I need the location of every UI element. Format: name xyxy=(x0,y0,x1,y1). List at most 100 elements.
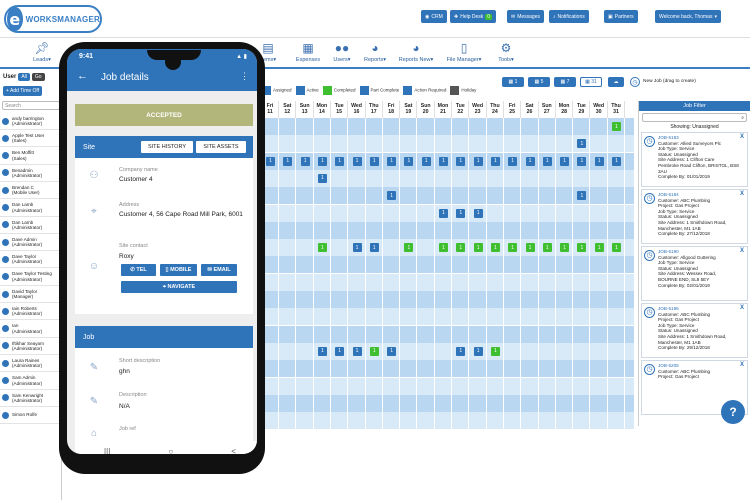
calendar-cell[interactable] xyxy=(331,204,349,222)
calendar-cell[interactable] xyxy=(608,325,625,343)
user-row[interactable]: Dave Taylor Testing (Administrator) xyxy=(0,269,61,286)
home-icon[interactable]: ○ xyxy=(168,446,174,455)
job-marker[interactable]: 1 xyxy=(439,156,448,166)
job-marker[interactable]: 1 xyxy=(369,156,379,166)
user-row[interactable]: Apple Test User (Sales) xyxy=(0,130,61,148)
calendar-cell[interactable] xyxy=(452,204,470,222)
calendar-cell[interactable] xyxy=(591,256,608,274)
calendar-cell[interactable] xyxy=(297,256,314,274)
calendar-cell[interactable] xyxy=(487,360,504,378)
calendar-cell[interactable] xyxy=(349,360,366,378)
calendar-cell[interactable] xyxy=(591,325,608,343)
calendar-cell[interactable] xyxy=(383,342,401,360)
calendar-cell[interactable] xyxy=(608,187,625,205)
calendar-cell[interactable] xyxy=(262,291,279,308)
calendar-cell[interactable] xyxy=(539,325,556,343)
calendar-cell[interactable] xyxy=(383,221,401,239)
calendar-cell[interactable] xyxy=(418,118,435,135)
job-marker[interactable]: 1 xyxy=(352,156,362,166)
job-marker[interactable]: 1 xyxy=(612,122,621,131)
calendar-cell[interactable] xyxy=(314,377,331,395)
calendar-cell[interactable] xyxy=(522,412,539,430)
calendar-cell[interactable] xyxy=(314,204,331,222)
job-marker[interactable]: 1 xyxy=(456,243,466,253)
calendar-cell[interactable] xyxy=(452,360,470,378)
calendar-cell[interactable] xyxy=(608,256,625,274)
calendar-cell[interactable] xyxy=(591,412,608,430)
logo[interactable]: e WORKSMANAGER xyxy=(4,5,102,33)
calendar-cell[interactable] xyxy=(418,221,435,239)
calendar-cell[interactable] xyxy=(591,394,608,412)
calendar-cell[interactable] xyxy=(504,221,522,239)
job-marker[interactable]: 1 xyxy=(473,208,483,218)
calendar-cell[interactable] xyxy=(297,118,314,135)
clock-icon[interactable]: ◷ xyxy=(630,77,640,87)
site-assets-button[interactable]: SITE ASSETS xyxy=(196,141,246,153)
user-row[interactable]: David Taylor (Manager) xyxy=(0,286,61,303)
calendar-cell[interactable] xyxy=(314,273,331,291)
calendar-cell[interactable] xyxy=(452,325,470,343)
job-marker[interactable]: 1 xyxy=(577,139,587,149)
job-marker[interactable]: 1 xyxy=(317,173,327,183)
calendar-cell[interactable] xyxy=(314,342,331,360)
calendar-cell[interactable] xyxy=(556,169,574,187)
partners-button[interactable]: ▣ Partners xyxy=(604,10,638,23)
job-marker[interactable]: 1 xyxy=(387,191,397,201)
calendar-cell[interactable] xyxy=(331,291,349,308)
more-menu-icon[interactable]: ⋮ xyxy=(240,71,249,81)
calendar-cell[interactable] xyxy=(418,135,435,153)
view-31-button[interactable]: ▦ 31 xyxy=(580,77,602,87)
calendar-cell[interactable] xyxy=(573,256,591,274)
calendar-cell[interactable] xyxy=(608,221,625,239)
job-card-item[interactable]: ◷ X JOB-5184 Customer: ABC Plumbing Project:… xyxy=(641,189,748,244)
job-marker[interactable]: 1 xyxy=(369,243,379,253)
calendar-cell[interactable] xyxy=(297,221,314,239)
calendar-cell[interactable] xyxy=(400,169,418,187)
calendar-cell[interactable] xyxy=(522,118,539,135)
calendar-cell[interactable] xyxy=(331,360,349,378)
calendar-cell[interactable] xyxy=(262,204,279,222)
job-marker[interactable]: 1 xyxy=(594,243,604,253)
user-row[interactable]: Sam Admin (Administrator) xyxy=(0,373,61,390)
calendar-cell[interactable] xyxy=(297,187,314,205)
calendar-cell[interactable] xyxy=(452,394,470,412)
calendar-cell[interactable] xyxy=(349,412,366,430)
calendar-cell[interactable] xyxy=(539,135,556,153)
calendar-cell[interactable] xyxy=(573,412,591,430)
calendar-cell[interactable] xyxy=(435,273,452,291)
calendar-cell[interactable] xyxy=(366,325,383,343)
calendar-cell[interactable] xyxy=(591,135,608,153)
calendar-cell[interactable] xyxy=(279,308,297,326)
calendar-cell[interactable] xyxy=(573,342,591,360)
job-card-item[interactable]: ◷ X JOB-5196 Customer: ABC Plumbing Project:… xyxy=(641,303,748,358)
job-marker[interactable]: 1 xyxy=(525,243,535,253)
calendar-cell[interactable] xyxy=(297,394,314,412)
job-marker[interactable]: 1 xyxy=(317,156,327,166)
calendar-cell[interactable] xyxy=(383,412,401,430)
nav-users[interactable]: ●● Users▾ xyxy=(322,41,362,63)
calendar-cell[interactable] xyxy=(522,169,539,187)
calendar-cell[interactable] xyxy=(418,377,435,395)
job-marker[interactable]: 1 xyxy=(335,346,345,356)
calendar-cell[interactable] xyxy=(418,152,435,170)
job-marker[interactable]: 1 xyxy=(525,156,535,166)
calendar-cell[interactable] xyxy=(262,135,279,153)
calendar-cell[interactable] xyxy=(556,204,574,222)
calendar-cell[interactable] xyxy=(331,187,349,205)
calendar-cell[interactable] xyxy=(504,412,522,430)
calendar-cell[interactable] xyxy=(522,239,539,257)
calendar-cell[interactable] xyxy=(522,135,539,153)
user-row[interactable]: Benadmin (Administrator) xyxy=(0,165,61,182)
job-marker[interactable]: 1 xyxy=(490,156,500,166)
calendar-cell[interactable] xyxy=(314,187,331,205)
notifications-button[interactable]: ♪ Notifications xyxy=(549,10,589,23)
job-marker[interactable]: 1 xyxy=(404,156,414,166)
calendar-cell[interactable] xyxy=(262,342,279,360)
calendar-cell[interactable] xyxy=(349,377,366,395)
calendar-cell[interactable] xyxy=(573,135,591,153)
calendar-cell[interactable] xyxy=(504,118,522,135)
job-marker[interactable]: 1 xyxy=(473,346,483,356)
calendar-cell[interactable] xyxy=(504,342,522,360)
calendar-cell[interactable] xyxy=(522,308,539,326)
calendar-cell[interactable] xyxy=(400,239,418,257)
